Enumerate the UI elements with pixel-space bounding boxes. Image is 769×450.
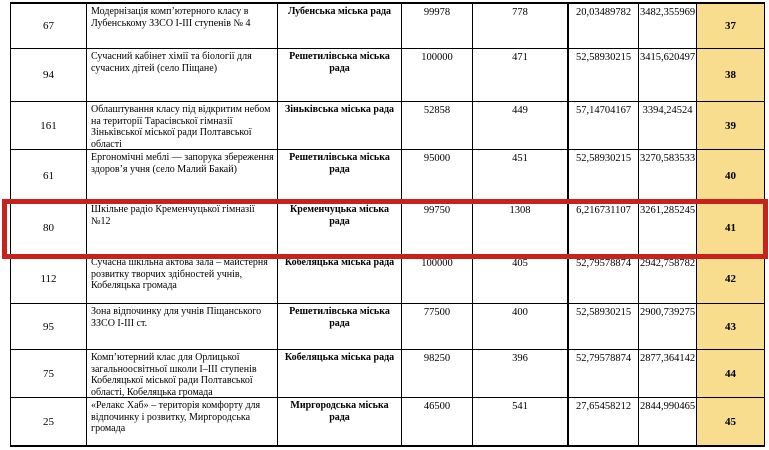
cell-votes: 396 [473,350,569,398]
cell-project-id: 25 [11,398,87,445]
cell-votes: 778 [473,4,569,49]
cell-score: 3394,24524 [639,102,697,150]
cell-votes: 471 [473,49,569,102]
cell-project-name: Ергономічні меблі — запорука збереження … [87,150,278,202]
cell-project-name: Зона відпочинку для учнів Піщанського ЗЗ… [87,304,278,350]
cell-budget: 99978 [402,4,473,49]
cell-rank: 42 [697,255,765,304]
cell-votes: 405 [473,255,569,304]
cell-score: 3482,355969 [639,4,697,49]
cell-project-id: 161 [11,102,87,150]
cell-project-name: Модернізація комп’ютерного класу в Лубен… [87,4,278,49]
cell-votes: 451 [473,150,569,202]
cell-city-council: Кобеляцька міська рада [278,255,402,304]
cell-city-council: Кременчуцька міська рада [278,202,402,255]
cell-coefficient: 52,79578874 [569,350,639,398]
table-row: 112 Сучасна шкільна актова зала – майсте… [11,255,765,304]
cell-score: 3261,285245 [639,202,697,255]
cell-city-council: Решетилівська міська рада [278,49,402,102]
cell-budget: 100000 [402,49,473,102]
cell-project-name: Облаштування класу під відкритим небом н… [87,102,278,150]
cell-budget: 99750 [402,202,473,255]
cell-city-council: Зіньківська міська рада [278,102,402,150]
cell-coefficient: 52,58930215 [569,49,639,102]
cell-coefficient: 6,216731107 [569,202,639,255]
cell-rank: 39 [697,102,765,150]
cell-project-name: «Релакс Хаб» – територія комфорту для ві… [87,398,278,445]
cell-rank: 44 [697,350,765,398]
cell-coefficient: 52,58930215 [569,150,639,202]
cell-project-name: Сучасна шкільна актова зала – майстерня … [87,255,278,304]
cell-project-id: 67 [11,4,87,49]
cell-budget: 98250 [402,350,473,398]
cell-score: 2900,739275 [639,304,697,350]
cell-rank: 41 [697,202,765,255]
cell-city-council: Кобеляцька міська рада [278,350,402,398]
cell-city-council: Лубенська міська рада [278,4,402,49]
cell-votes: 541 [473,398,569,445]
cell-votes: 400 [473,304,569,350]
cell-coefficient: 57,14704167 [569,102,639,150]
cell-coefficient: 52,58930215 [569,304,639,350]
table-row: 25 «Релакс Хаб» – територія комфорту для… [11,398,765,445]
cell-budget: 46500 [402,398,473,445]
cell-project-id: 80 [11,202,87,255]
cell-votes: 1308 [473,202,569,255]
table-row: 67 Модернізація комп’ютерного класу в Лу… [11,4,765,49]
cell-budget: 77500 [402,304,473,350]
cell-votes: 449 [473,102,569,150]
cell-rank: 45 [697,398,765,445]
cell-project-id: 95 [11,304,87,350]
cell-project-id: 94 [11,49,87,102]
table-row: 94 Сучасний кабінет хімії та біології дл… [11,49,765,102]
cell-budget: 52858 [402,102,473,150]
table-row: 161 Облаштування класу під відкритим неб… [11,102,765,150]
cell-rank: 38 [697,49,765,102]
cell-project-id: 112 [11,255,87,304]
cell-project-id: 75 [11,350,87,398]
cell-city-council: Решетилівська міська рада [278,150,402,202]
cell-project-name: Комп’ютерний клас для Орлицької загально… [87,350,278,398]
table-row: 75 Комп’ютерний клас для Орлицької загал… [11,350,765,398]
table-row: 61 Ергономічні меблі — запорука збережен… [11,150,765,202]
cell-budget: 95000 [402,150,473,202]
cell-city-council: Миргородська міська рада [278,398,402,445]
projects-ranking-table: 67 Модернізація комп’ютерного класу в Лу… [10,2,765,447]
cell-rank: 37 [697,4,765,49]
cell-coefficient: 20,03489782 [569,4,639,49]
cell-score: 3415,620497 [639,49,697,102]
cell-score: 3270,583533 [639,150,697,202]
cell-score: 2844,990465 [639,398,697,445]
cell-coefficient: 27,65458212 [569,398,639,445]
cell-city-council: Решетилівська міська рада [278,304,402,350]
cell-rank: 43 [697,304,765,350]
table-row: 95 Зона відпочинку для учнів Піщанського… [11,304,765,350]
cell-coefficient: 52,79578874 [569,255,639,304]
cell-project-name: Шкільне радіо Кременчуцької гімназії №12 [87,202,278,255]
table-row: 80 Шкільне радіо Кременчуцької гімназії … [11,202,765,255]
cell-budget: 100000 [402,255,473,304]
cell-score: 2877,364142 [639,350,697,398]
cell-rank: 40 [697,150,765,202]
cell-score: 2942,758782 [639,255,697,304]
cell-project-name: Сучасний кабінет хімії та біології для с… [87,49,278,102]
cell-project-id: 61 [11,150,87,202]
